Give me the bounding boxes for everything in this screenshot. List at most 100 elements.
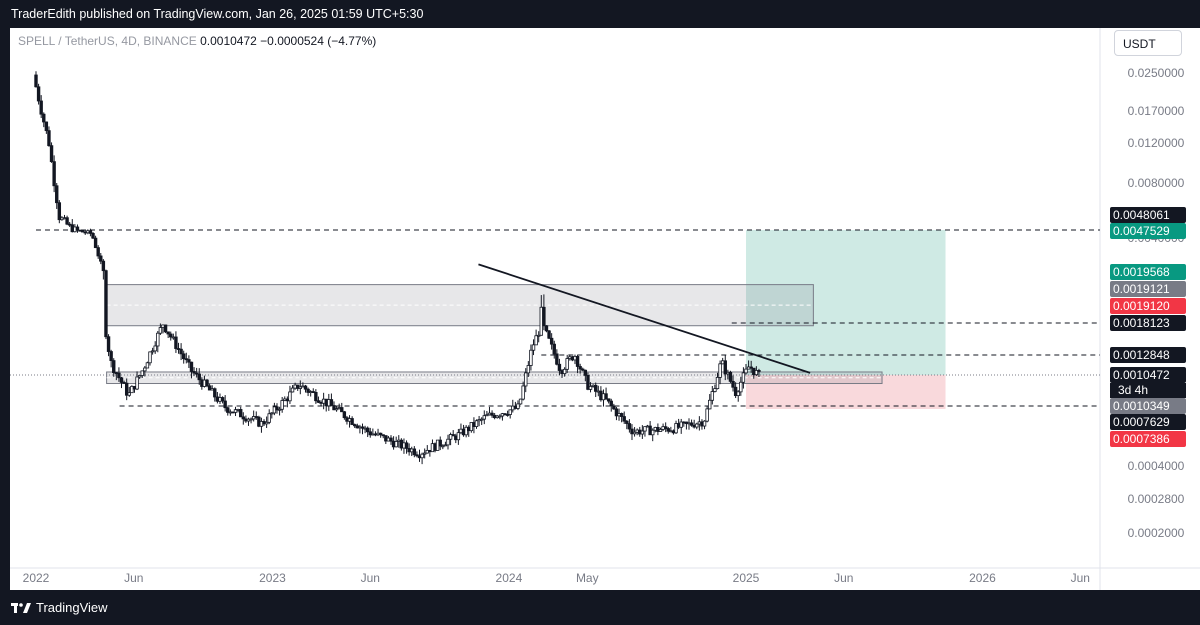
candle-body [148,351,152,364]
trendline [478,263,811,374]
candle-body [88,230,93,234]
candle-body [270,412,274,415]
candle-body [498,415,502,418]
chart-area[interactable]: 0.0250000 0.0170000 0.0120000 0.0080000 0.00… [10,28,1200,590]
footer-brand: TradingView [36,600,108,615]
candle-body [360,426,365,429]
price-tag: 0.0012848 [1110,347,1186,363]
candle-body [156,332,160,347]
candle-body [674,423,678,434]
candle-body [119,377,124,383]
x-axis-tick-label: Jun [361,571,380,585]
candle-body [39,100,43,115]
candle-body [241,416,245,420]
candle-body [166,331,170,335]
candle-body [192,371,196,374]
candle-body [368,431,372,436]
candle-body [516,403,520,409]
candle-body [612,405,616,410]
candle-body [606,398,611,402]
candle-body [505,414,510,416]
candle-body [627,423,632,430]
candle-body [446,438,450,446]
candle-body [448,434,453,440]
candle-body [52,161,56,187]
candle-body [213,388,217,398]
candle-body [508,409,512,415]
candle-body [619,413,624,417]
candle-body [49,145,54,163]
candle-body [140,370,144,376]
candle-body [438,439,442,447]
candle-body [36,86,41,102]
price-tag: 0.0048061 [1110,207,1186,223]
tradingview-logo-icon [11,602,31,614]
candle-body [182,353,186,360]
price-tag: 0.0007629 [1110,414,1186,430]
currency-button[interactable]: USDT [1114,30,1182,56]
candle-body [137,375,142,378]
candle-body [34,74,38,88]
candle-body [663,426,668,429]
candle-body [55,185,59,204]
candle-body [124,382,129,396]
candle-body [733,386,738,397]
bar-countdown: 3d 4h [1110,383,1186,398]
y-axis-tick-label: 0.0004000 [1128,459,1185,473]
candle-body [689,422,694,426]
candle-body [329,399,334,406]
price-tag: 0.0010349 [1110,398,1186,414]
symbol-title: SPELL / TetherUS, 4D, BINANCE [18,34,197,48]
candle-body [163,324,168,333]
candle-body [106,336,111,352]
price-tag: 0.0019121 [1110,281,1186,297]
candle-body [340,407,344,413]
candle-body [614,408,619,417]
price-change: −0.0000524 (−4.77%) [260,34,377,48]
candle-body [223,400,227,409]
candle-body [666,428,670,432]
candle-body [604,393,608,400]
candle-body [474,420,479,427]
y-axis-tick-label: 0.0120000 [1128,136,1185,150]
x-axis-tick-label: Jun [834,571,853,585]
candle-body [288,391,292,402]
candle-body [109,351,113,361]
candle-body [306,388,310,393]
x-axis-tick-label: 2026 [969,571,996,585]
candle-body [75,226,80,231]
candle-body [744,368,748,374]
candle-body [280,400,284,410]
candle-body [702,420,707,427]
candle-body [145,362,150,369]
candle-body [705,408,709,422]
candle-body [350,418,354,425]
candle-body [565,358,569,370]
candle-body [80,230,85,233]
candle-body [754,370,759,376]
candle-body [443,444,448,447]
candle-body [718,363,722,378]
candle-body [736,391,740,397]
candle-body [630,428,634,435]
candle-body [575,355,580,367]
candle-body [723,360,727,375]
x-axis-tick-label: Jun [1071,571,1090,585]
candle-body [586,375,590,390]
candle-body [632,431,637,435]
y-axis-tick-label: 0.0002000 [1128,526,1185,540]
candle-body [65,217,69,225]
candle-body [44,121,49,132]
candle-body [482,415,486,420]
price-chart[interactable]: 0.0250000 0.0170000 0.0120000 0.0080000 0.00… [10,28,1200,590]
x-axis-tick-label: 2022 [23,571,50,585]
candle-body [710,391,715,401]
candle-body [485,414,489,417]
candle-body [552,343,556,355]
candle-body [205,379,209,387]
price-tag: 0.0018123 [1110,315,1186,331]
price-tag: 0.0047529 [1110,223,1186,239]
candle-body [303,385,308,390]
candle-body [542,306,546,327]
candle-body [651,429,655,436]
